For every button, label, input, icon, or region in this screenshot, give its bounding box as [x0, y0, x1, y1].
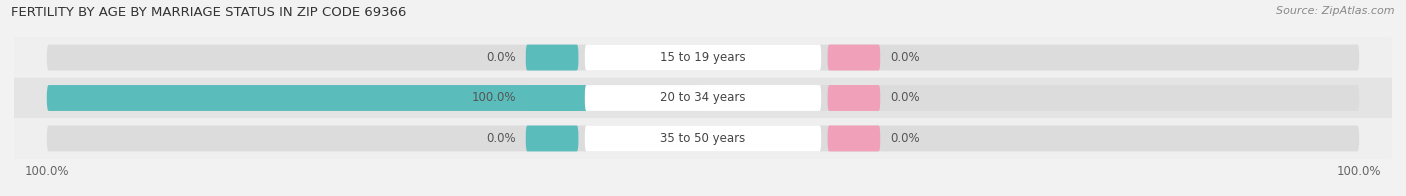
FancyBboxPatch shape	[14, 78, 1392, 118]
Text: 0.0%: 0.0%	[890, 51, 920, 64]
Text: Source: ZipAtlas.com: Source: ZipAtlas.com	[1277, 6, 1395, 16]
FancyBboxPatch shape	[46, 44, 1360, 71]
Text: 15 to 19 years: 15 to 19 years	[661, 51, 745, 64]
FancyBboxPatch shape	[526, 85, 578, 111]
FancyBboxPatch shape	[14, 37, 1392, 78]
Text: 35 to 50 years: 35 to 50 years	[661, 132, 745, 145]
FancyBboxPatch shape	[828, 125, 880, 152]
Text: 0.0%: 0.0%	[486, 51, 516, 64]
FancyBboxPatch shape	[46, 85, 703, 111]
Text: 20 to 34 years: 20 to 34 years	[661, 92, 745, 104]
Text: 0.0%: 0.0%	[486, 132, 516, 145]
FancyBboxPatch shape	[526, 44, 578, 71]
FancyBboxPatch shape	[526, 125, 578, 152]
FancyBboxPatch shape	[46, 125, 1360, 152]
FancyBboxPatch shape	[828, 44, 880, 71]
FancyBboxPatch shape	[585, 85, 821, 111]
FancyBboxPatch shape	[585, 125, 821, 152]
Text: 100.0%: 100.0%	[471, 92, 516, 104]
FancyBboxPatch shape	[14, 118, 1392, 159]
Text: FERTILITY BY AGE BY MARRIAGE STATUS IN ZIP CODE 69366: FERTILITY BY AGE BY MARRIAGE STATUS IN Z…	[11, 6, 406, 19]
FancyBboxPatch shape	[585, 44, 821, 71]
Text: 0.0%: 0.0%	[890, 92, 920, 104]
Text: 0.0%: 0.0%	[890, 132, 920, 145]
FancyBboxPatch shape	[828, 85, 880, 111]
FancyBboxPatch shape	[46, 85, 1360, 111]
